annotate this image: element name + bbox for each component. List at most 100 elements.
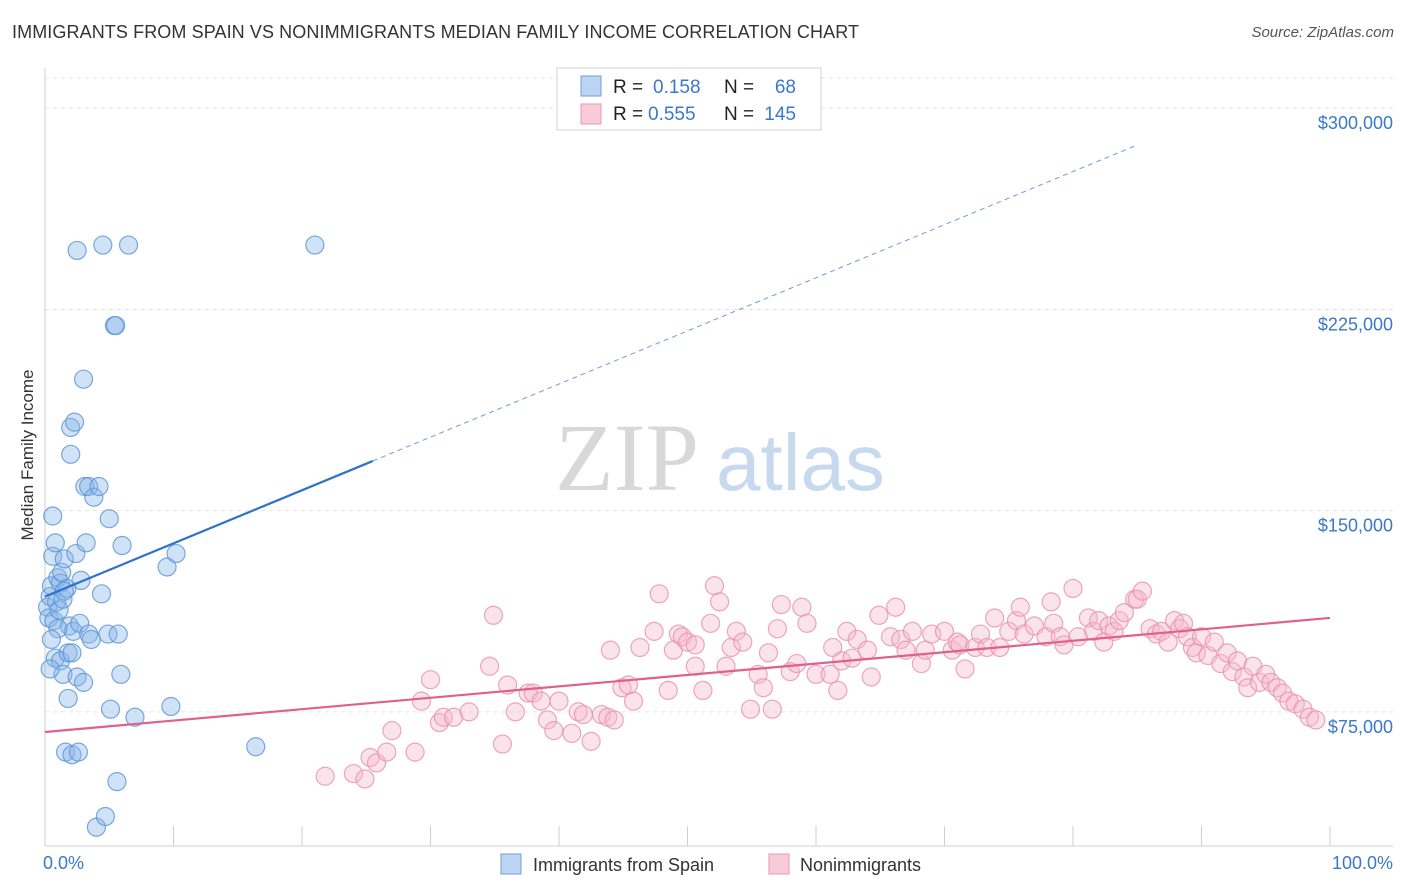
point-immigrants <box>305 235 325 255</box>
point-nonimmigrants <box>842 648 862 668</box>
point-immigrants <box>112 535 132 556</box>
point-immigrants <box>64 412 85 432</box>
point-immigrants <box>61 444 81 464</box>
point-nonimmigrants <box>915 640 935 660</box>
y-tick-labels: $75,000 $150,000 $225,000 $300,000 <box>1318 113 1393 737</box>
point-nonimmigrants <box>644 621 664 641</box>
point-nonimmigrants <box>429 712 450 733</box>
watermark-zip: ZIP <box>555 404 699 511</box>
trend-line-immigrants-extension <box>372 145 1135 462</box>
point-immigrants <box>161 696 181 717</box>
point-nonimmigrants <box>492 734 513 754</box>
y-tick-label: $300,000 <box>1318 113 1393 133</box>
point-immigrants <box>40 659 60 679</box>
point-nonimmigrants <box>704 576 725 596</box>
point-immigrants <box>54 549 74 569</box>
point-nonimmigrants <box>544 721 564 741</box>
point-immigrants <box>81 629 101 650</box>
trend-lines <box>44 145 1331 734</box>
point-nonimmigrants <box>820 664 840 684</box>
point-nonimmigrants <box>382 721 402 741</box>
point-nonimmigrants <box>861 667 881 687</box>
bottom-legend-label-immigrants: Immigrants from Spain <box>533 855 714 875</box>
series-immigrants-points <box>37 235 325 837</box>
point-immigrants <box>71 570 91 591</box>
point-nonimmigrants <box>1267 678 1287 698</box>
point-nonimmigrants <box>999 621 1019 641</box>
correlation-legend: R = 0.158 N = 68 R = 0.555 N = 145 <box>556 67 822 131</box>
point-nonimmigrants <box>568 702 588 722</box>
legend-r-value-nonimmigrants: 0.555 <box>648 104 696 125</box>
point-immigrants <box>99 509 119 529</box>
point-nonimmigrants <box>483 605 504 625</box>
legend-n-value-immigrants: 68 <box>775 77 796 98</box>
point-nonimmigrants <box>869 605 889 625</box>
point-nonimmigrants <box>828 680 848 701</box>
trend-line-nonimmigrants <box>44 616 1331 734</box>
point-nonimmigrants <box>1132 581 1152 601</box>
point-nonimmigrants <box>531 691 551 711</box>
x-axis-right-label: 100.0% <box>1332 853 1393 873</box>
point-immigrants <box>73 369 94 389</box>
point-nonimmigrants <box>433 707 453 727</box>
point-nonimmigrants <box>420 670 441 690</box>
chart-title: IMMIGRANTS FROM SPAIN VS NONIMMIGRANTS M… <box>12 22 860 42</box>
point-immigrants <box>89 476 109 497</box>
point-immigrants <box>79 624 99 644</box>
point-immigrants <box>95 806 115 827</box>
point-nonimmigrants <box>733 632 753 652</box>
point-immigrants <box>68 742 89 762</box>
point-immigrants <box>67 240 87 261</box>
point-immigrants <box>91 584 112 604</box>
y-tick-label: $225,000 <box>1318 314 1393 334</box>
point-immigrants <box>62 643 82 663</box>
point-immigrants <box>106 315 126 336</box>
point-immigrants <box>84 487 104 507</box>
point-nonimmigrants <box>857 640 878 660</box>
point-nonimmigrants <box>1217 643 1237 663</box>
point-nonimmigrants <box>377 742 397 762</box>
point-nonimmigrants <box>537 710 558 730</box>
point-nonimmigrants <box>459 702 479 722</box>
series-legend: Immigrants from Spain Nonimmigrants <box>500 853 921 875</box>
point-nonimmigrants <box>955 659 975 679</box>
point-nonimmigrants <box>934 621 955 641</box>
point-nonimmigrants <box>1204 632 1224 652</box>
point-nonimmigrants <box>740 699 761 719</box>
point-immigrants <box>48 619 68 639</box>
legend-n-label-immigrants: N = <box>724 77 754 98</box>
point-immigrants <box>246 737 266 757</box>
point-immigrants <box>73 672 94 692</box>
point-immigrants <box>45 533 65 553</box>
legend-swatch-immigrants <box>580 75 602 97</box>
point-nonimmigrants <box>1177 627 1197 647</box>
point-nonimmigrants <box>658 680 678 701</box>
bottom-legend-swatch-nonimmigrants <box>768 853 790 875</box>
bottom-legend-label-nonimmigrants: Nonimmigrants <box>800 855 921 875</box>
point-nonimmigrants <box>950 635 970 655</box>
point-immigrants <box>125 707 145 727</box>
point-immigrants <box>157 557 177 577</box>
point-nonimmigrants <box>701 613 721 633</box>
point-nonimmigrants <box>685 635 705 655</box>
point-nonimmigrants <box>505 702 525 722</box>
point-nonimmigrants <box>1114 602 1135 623</box>
point-nonimmigrants <box>767 619 788 639</box>
point-nonimmigrants <box>1010 597 1030 617</box>
legend-r-label-immigrants: R = <box>613 77 643 98</box>
point-immigrants <box>53 664 73 684</box>
point-nonimmigrants <box>1238 678 1258 698</box>
point-nonimmigrants <box>1191 627 1212 647</box>
point-nonimmigrants <box>792 597 812 617</box>
point-nonimmigrants <box>343 763 363 784</box>
point-immigrants <box>93 235 113 255</box>
point-immigrants <box>49 600 69 620</box>
point-nonimmigrants <box>753 678 773 698</box>
legend-r-label-nonimmigrants: R = <box>613 104 643 125</box>
point-nonimmigrants <box>581 731 601 751</box>
point-nonimmigrants <box>623 691 644 711</box>
point-immigrants <box>76 533 96 553</box>
point-nonimmigrants <box>771 594 791 615</box>
point-immigrants <box>166 543 186 564</box>
